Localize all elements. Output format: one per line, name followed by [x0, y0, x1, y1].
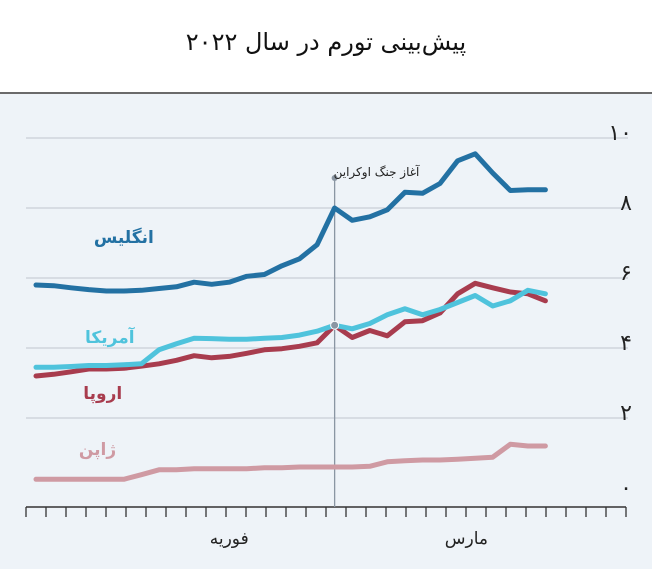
series-line-0	[36, 154, 545, 291]
y-tick-label: ۴	[620, 331, 632, 356]
x-tick-label: مارس	[445, 529, 488, 549]
y-tick-label: ۲	[620, 401, 632, 426]
annotation-marker	[331, 321, 339, 329]
series-lines	[36, 154, 546, 480]
series-label: اروپا	[83, 384, 122, 404]
x-axis: فوریه مارس	[26, 507, 626, 549]
y-tick-label: ۸	[620, 191, 632, 216]
series-label: آمریکا	[85, 326, 136, 348]
y-axis-tick-labels: ۰ ۲ ۴ ۶ ۸ ۱۰	[608, 121, 632, 501]
series-labels: انگلیس آمریکا اروپا ژاپن	[79, 227, 154, 460]
y-tick-label: ۰	[620, 476, 632, 501]
y-tick-label: ۶	[620, 261, 632, 286]
annotation-label: آغاز جنگ اوکراین	[334, 164, 420, 180]
series-label: ژاپن	[79, 440, 116, 460]
y-tick-label: ۱۰	[608, 121, 632, 146]
gridlines	[26, 138, 628, 418]
x-tick-label: فوریه	[210, 529, 249, 549]
series-label: انگلیس	[94, 227, 154, 248]
